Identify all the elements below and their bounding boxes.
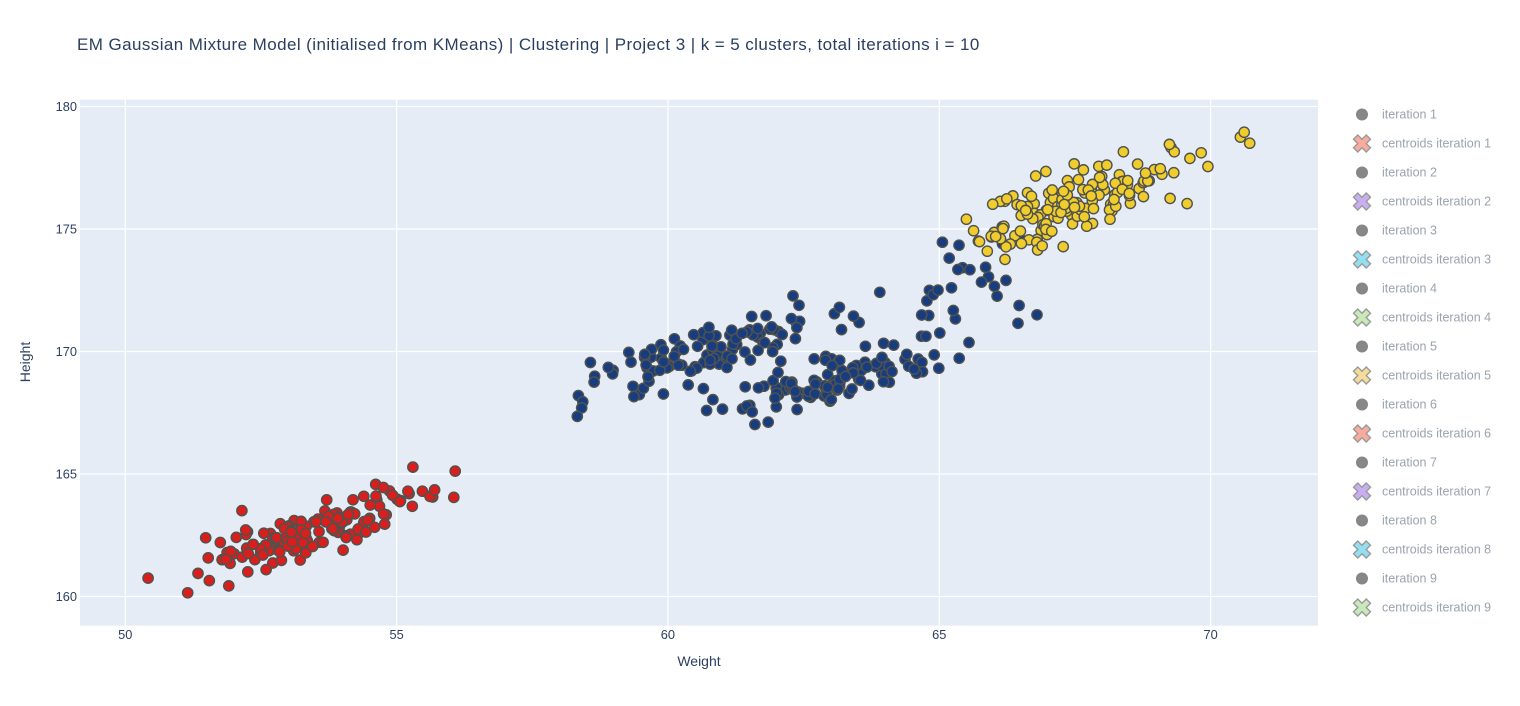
svg-text:EM Gaussian Mixture Model (ini: EM Gaussian Mixture Model (initialised f… bbox=[77, 35, 980, 54]
svg-text:180: 180 bbox=[56, 99, 77, 114]
svg-text:iteration 1: iteration 1 bbox=[1382, 108, 1437, 122]
svg-text:Height: Height bbox=[17, 342, 33, 383]
svg-text:60: 60 bbox=[661, 627, 675, 642]
svg-text:centroids iteration 7: centroids iteration 7 bbox=[1382, 485, 1491, 499]
svg-text:iteration 8: iteration 8 bbox=[1382, 514, 1437, 528]
svg-text:165: 165 bbox=[56, 467, 77, 482]
svg-text:iteration 3: iteration 3 bbox=[1382, 224, 1437, 238]
svg-text:centroids iteration 3: centroids iteration 3 bbox=[1382, 253, 1491, 267]
svg-text:55: 55 bbox=[389, 627, 403, 642]
svg-text:centroids iteration 9: centroids iteration 9 bbox=[1382, 601, 1491, 615]
svg-text:iteration 6: iteration 6 bbox=[1382, 398, 1437, 412]
svg-text:160: 160 bbox=[56, 589, 77, 604]
svg-text:iteration 9: iteration 9 bbox=[1382, 572, 1437, 586]
svg-text:iteration 7: iteration 7 bbox=[1382, 456, 1437, 470]
svg-text:centroids iteration 4: centroids iteration 4 bbox=[1382, 311, 1491, 325]
svg-text:iteration 4: iteration 4 bbox=[1382, 282, 1437, 296]
svg-text:Weight: Weight bbox=[677, 653, 720, 669]
svg-text:65: 65 bbox=[932, 627, 946, 642]
svg-text:centroids iteration 2: centroids iteration 2 bbox=[1382, 195, 1491, 209]
svg-text:centroids iteration 6: centroids iteration 6 bbox=[1382, 427, 1491, 441]
svg-text:175: 175 bbox=[56, 222, 77, 237]
svg-text:iteration 2: iteration 2 bbox=[1382, 166, 1437, 180]
svg-text:50: 50 bbox=[118, 627, 132, 642]
svg-text:centroids iteration 5: centroids iteration 5 bbox=[1382, 369, 1491, 383]
svg-text:iteration 5: iteration 5 bbox=[1382, 340, 1437, 354]
svg-text:170: 170 bbox=[56, 344, 77, 359]
svg-text:70: 70 bbox=[1203, 627, 1217, 642]
svg-text:centroids iteration 1: centroids iteration 1 bbox=[1382, 137, 1491, 151]
svg-text:centroids iteration 8: centroids iteration 8 bbox=[1382, 543, 1491, 557]
